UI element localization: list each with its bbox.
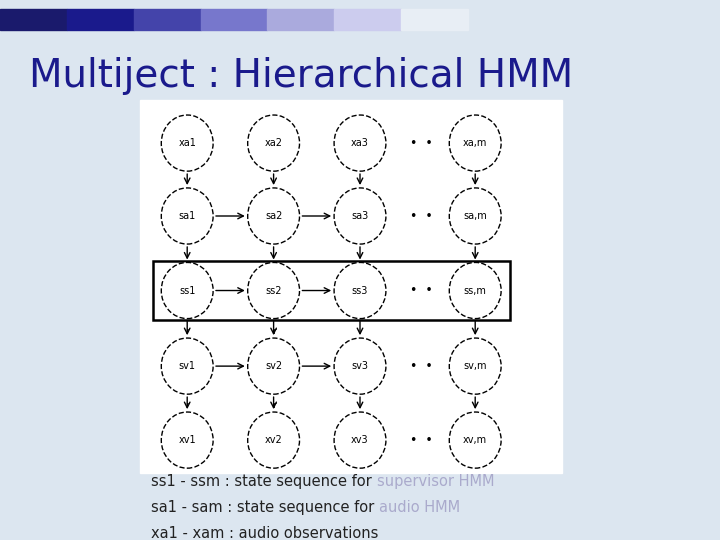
Ellipse shape	[161, 115, 213, 171]
Ellipse shape	[161, 338, 213, 394]
Text: ss,m: ss,m	[464, 286, 487, 295]
Text: sa3: sa3	[351, 211, 369, 221]
Text: r: r	[271, 327, 276, 336]
Bar	[153, 261, 510, 320]
Text: sv2: sv2	[265, 361, 282, 371]
Text: xa3: xa3	[351, 138, 369, 148]
Text: ss1 - ssm : state sequence for: ss1 - ssm : state sequence for	[151, 474, 377, 489]
Text: supervisor HMM: supervisor HMM	[377, 474, 494, 489]
Text: r: r	[271, 401, 276, 410]
Text: sa2: sa2	[265, 211, 282, 221]
Ellipse shape	[248, 188, 300, 244]
Text: •  •: • •	[410, 210, 433, 222]
Ellipse shape	[248, 262, 300, 319]
Ellipse shape	[449, 262, 501, 319]
Text: ss2: ss2	[266, 286, 282, 295]
Text: sa1: sa1	[179, 211, 196, 221]
Text: sv,m: sv,m	[464, 361, 487, 371]
Ellipse shape	[334, 338, 386, 394]
Ellipse shape	[161, 188, 213, 244]
Text: r: r	[185, 401, 189, 410]
Ellipse shape	[248, 338, 300, 394]
Bar	[334, 9, 401, 30]
Bar	[401, 9, 468, 30]
Ellipse shape	[334, 412, 386, 468]
Text: xv2: xv2	[265, 435, 282, 445]
Text: xv3: xv3	[351, 435, 369, 445]
Text: sv3: sv3	[351, 361, 369, 371]
Text: xa2: xa2	[265, 138, 283, 148]
Text: r: r	[185, 327, 189, 336]
Ellipse shape	[334, 115, 386, 171]
Text: xa,m: xa,m	[463, 138, 487, 148]
Text: •  •: • •	[410, 284, 433, 297]
Ellipse shape	[334, 262, 386, 319]
Text: sv1: sv1	[179, 361, 196, 371]
Text: ss1: ss1	[179, 286, 195, 295]
Ellipse shape	[334, 188, 386, 244]
Ellipse shape	[449, 412, 501, 468]
Text: audio HMM: audio HMM	[379, 500, 460, 515]
Text: xa1: xa1	[179, 138, 196, 148]
Bar	[140, 100, 562, 472]
Bar	[201, 9, 267, 30]
Text: sa,m: sa,m	[464, 211, 487, 221]
Text: ss3: ss3	[352, 286, 368, 295]
Text: xv1: xv1	[179, 435, 196, 445]
Bar	[0, 9, 67, 30]
Ellipse shape	[449, 188, 501, 244]
Bar	[67, 9, 134, 30]
Ellipse shape	[161, 412, 213, 468]
Ellipse shape	[248, 412, 300, 468]
Bar	[134, 9, 201, 30]
Text: •  •: • •	[410, 434, 433, 447]
Text: xa1 - xam : audio observations: xa1 - xam : audio observations	[151, 526, 379, 540]
Ellipse shape	[161, 262, 213, 319]
Text: sa1 - sam : state sequence for: sa1 - sam : state sequence for	[151, 500, 379, 515]
Bar	[267, 9, 334, 30]
Ellipse shape	[449, 338, 501, 394]
Text: xv,m: xv,m	[463, 435, 487, 445]
Ellipse shape	[449, 115, 501, 171]
Text: •  •: • •	[410, 360, 433, 373]
Ellipse shape	[248, 115, 300, 171]
Text: Multiject : Hierarchical HMM: Multiject : Hierarchical HMM	[29, 57, 573, 94]
Text: •  •: • •	[410, 137, 433, 150]
